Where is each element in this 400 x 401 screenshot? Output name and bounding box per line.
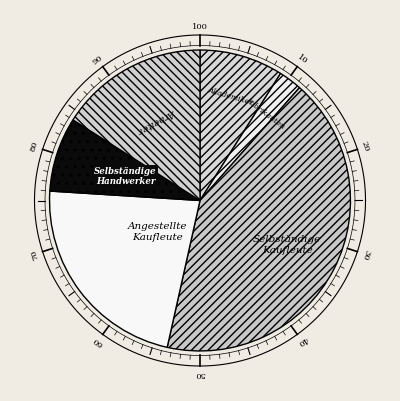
Text: 80: 80	[29, 140, 40, 153]
Text: 10: 10	[296, 54, 309, 66]
Wedge shape	[200, 50, 281, 200]
Text: 100: 100	[192, 23, 208, 31]
Text: Selbständige
Handwerker: Selbständige Handwerker	[94, 166, 157, 186]
Wedge shape	[73, 50, 200, 200]
Text: 20: 20	[360, 141, 371, 153]
Text: Selbständige
Kaufleute: Selbständige Kaufleute	[253, 235, 321, 255]
Wedge shape	[50, 191, 200, 347]
Text: Angestellte
Kaufleute: Angestellte Kaufleute	[128, 222, 188, 242]
Text: Arbeiter: Arbeiter	[136, 107, 177, 135]
Text: 90: 90	[91, 54, 104, 66]
Wedge shape	[200, 73, 300, 200]
Text: Akademiker: Akademiker	[207, 86, 254, 107]
Wedge shape	[167, 88, 350, 351]
Wedge shape	[50, 120, 200, 200]
Text: 70: 70	[29, 248, 40, 261]
Text: 30: 30	[360, 248, 371, 261]
Text: 50: 50	[195, 370, 205, 378]
Text: 40: 40	[296, 335, 309, 348]
Text: 60: 60	[91, 335, 104, 347]
Text: Fabrikanten: Fabrikanten	[244, 97, 286, 131]
